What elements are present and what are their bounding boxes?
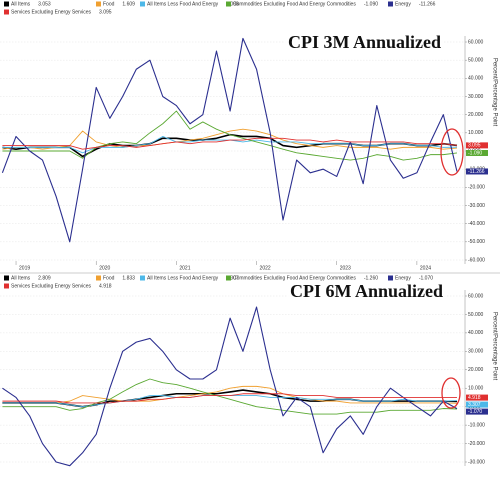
legend-swatch (388, 275, 393, 281)
y-axis-title: Percent/Percentage Point (491, 312, 497, 381)
y-tick-label: 40.000 (468, 76, 484, 82)
y-tick-label: -10.000 (468, 422, 485, 428)
legend-swatch (4, 9, 9, 15)
legend-label: Commodities Excluding Food And Energy Co… (233, 275, 356, 281)
series-line (2, 393, 457, 404)
y-tick-label: 40.000 (468, 330, 484, 336)
value-flag-label: -1.070 (468, 409, 482, 415)
y-axis-title: Percent/Percentage Point (491, 58, 497, 127)
legend-swatch (226, 275, 231, 281)
y-tick-label: -30.000 (468, 459, 485, 465)
highlight-circle (441, 377, 461, 409)
value-flag (466, 394, 488, 401)
legend-value: 2.098 (226, 1, 239, 7)
y-tick-label: 10.000 (468, 130, 484, 136)
legend-value: -11.266 (419, 1, 436, 7)
value-flag-label: -11.266 (468, 169, 485, 175)
legend-value: 2.809 (38, 275, 51, 281)
x-tick-label: 2019 (19, 265, 30, 271)
series-line (2, 378, 457, 415)
y-tick-label: 20.000 (468, 367, 484, 373)
legend-swatch (96, 275, 101, 281)
y-tick-label: -60.000 (468, 257, 485, 263)
legend-swatch (4, 1, 9, 7)
x-tick-label: 2022 (260, 265, 271, 271)
legend-value: -1.070 (419, 275, 433, 281)
y-tick-label: -30.000 (468, 203, 485, 209)
legend-swatch (4, 283, 9, 289)
legend-value: -1.090 (364, 1, 378, 7)
value-flag-label: -1.090 (468, 150, 482, 156)
y-tick-label: 30.000 (468, 94, 484, 100)
legend-value: 4.918 (99, 283, 112, 289)
title-background (285, 33, 445, 55)
y-tick-label: 60.000 (468, 293, 484, 299)
value-flag-label: 4.918 (468, 395, 481, 401)
legend-swatch (140, 1, 145, 7)
legend-label: Food (103, 1, 115, 7)
value-flag (466, 401, 488, 408)
legend-label: Energy (395, 275, 411, 281)
legend-label: All Items (11, 1, 31, 7)
y-tick-label: 10.000 (468, 386, 484, 392)
y-tick-label: 60.000 (468, 39, 484, 45)
highlight-circle (440, 128, 464, 176)
series-line (2, 306, 458, 467)
series-line (2, 110, 458, 161)
legend-value: 3.053 (38, 1, 51, 7)
legend-swatch (226, 1, 231, 7)
series-line (1, 37, 458, 243)
x-tick-label: 2020 (99, 265, 110, 271)
y-tick-label: -20.000 (468, 185, 485, 191)
y-tick-label: 30.000 (468, 349, 484, 355)
series-line (2, 128, 458, 150)
x-tick-label: 2021 (179, 265, 190, 271)
x-tick-label: 2024 (420, 265, 431, 271)
legend-value: 3.095 (99, 9, 112, 15)
legend-label: All Items Less Food And Energy (147, 1, 219, 7)
series-line (2, 385, 457, 404)
chart-title: CPI 6M Annualized (290, 281, 443, 301)
y-tick-label: -20.000 (468, 441, 485, 447)
y-tick-label: 50.000 (468, 57, 484, 63)
legend-swatch (96, 1, 101, 7)
value-flag (466, 168, 488, 175)
legend-value: 1.609 (122, 1, 135, 7)
legend-value: -1.260 (364, 275, 378, 281)
legend-label: Energy (395, 1, 411, 7)
value-flag (466, 142, 488, 149)
legend-swatch (388, 1, 393, 7)
y-tick-label: 20.000 (468, 112, 484, 118)
charts: 60.00050.00040.00030.00020.00010.0000.00… (0, 1, 497, 467)
y-tick-label: 50.000 (468, 312, 484, 318)
value-flag (466, 149, 488, 156)
legend-label: All Items Less Food And Energy (147, 275, 219, 281)
legend-value: 1.833 (122, 275, 135, 281)
chart-title: CPI 3M Annualized (288, 32, 441, 52)
legend-swatch (4, 275, 9, 281)
legend-value: 3.307 (226, 275, 239, 281)
value-flag-label: 3.095 (468, 143, 481, 149)
legend-label: Commodities Excluding Food And Energy Co… (233, 1, 356, 7)
x-tick-label: 2023 (340, 265, 351, 271)
value-flag-label: 3.307 (468, 402, 481, 408)
y-tick-label: -40.000 (468, 221, 485, 227)
legend-label: Food (103, 275, 115, 281)
legend-label: Services Excluding Energy Services (11, 9, 92, 15)
value-flag (466, 408, 488, 415)
title-background (287, 282, 447, 304)
legend-label: All Items (11, 275, 31, 281)
legend-label: Services Excluding Energy Services (11, 283, 92, 289)
y-tick-label: -50.000 (468, 239, 485, 245)
series-line (2, 137, 458, 150)
legend-swatch (140, 275, 145, 281)
